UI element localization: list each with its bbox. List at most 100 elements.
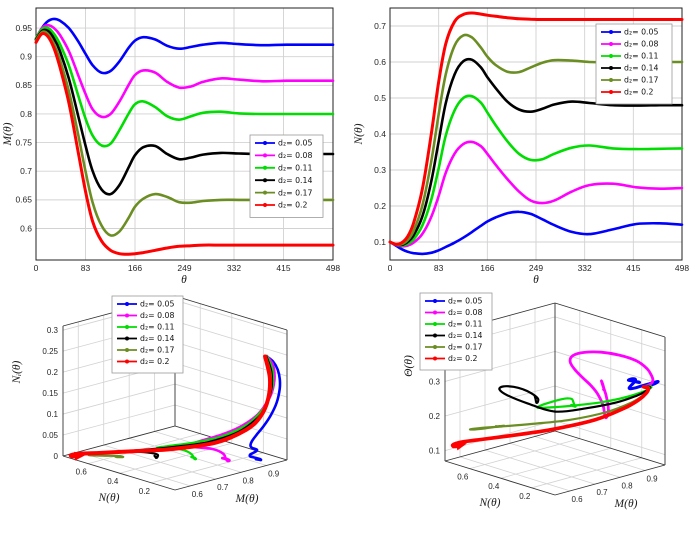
y-tick-label: 0.95 bbox=[15, 23, 32, 33]
series-line-d2-0.11 bbox=[34, 26, 335, 148]
x-axis-label: M(θ) bbox=[614, 498, 638, 510]
y-tick-label: 0.3 bbox=[374, 165, 386, 175]
series-line-d2-0.05 bbox=[388, 210, 684, 256]
z-axis-label: Nᵢ(θ) bbox=[11, 360, 23, 384]
legend-marker-d2-0.08 bbox=[609, 42, 613, 46]
y-axis-label: M(θ) bbox=[2, 122, 14, 146]
series3d-line-d2-0.08 bbox=[568, 350, 655, 420]
legend-marker-d2-0.14 bbox=[263, 178, 267, 183]
z-axis-label: Θ(θ) bbox=[403, 355, 415, 377]
series-line-d2-0.2 bbox=[34, 31, 335, 256]
legend-marker-d2-0.14 bbox=[125, 336, 129, 341]
x-tick-label: 0 bbox=[388, 263, 393, 273]
y-tick-label: 0.85 bbox=[15, 80, 32, 90]
legend-label-d2-0.11: d₂= 0.11 bbox=[448, 320, 482, 329]
y-tick-label: 0.7 bbox=[20, 166, 32, 176]
legend-marker-d2-0.05 bbox=[263, 141, 267, 145]
x-tick-label: 83 bbox=[81, 263, 91, 273]
y-axis-label: N(θ) bbox=[98, 492, 120, 504]
z-tick-label: 0.05 bbox=[42, 431, 58, 440]
legend-marker-d2-0.17 bbox=[125, 348, 129, 352]
x-tick-label: 249 bbox=[177, 263, 191, 273]
legend-marker-d2-0.17 bbox=[263, 190, 267, 195]
legend-label-d2-0.2: d₂= 0.2 bbox=[448, 354, 478, 363]
series3d-line-d2-0.05 bbox=[248, 354, 282, 462]
x-axis-label: θ bbox=[181, 274, 187, 286]
legend-label-d2-0.08: d₂= 0.08 bbox=[448, 308, 482, 317]
y-tick-label: 0.9 bbox=[20, 51, 32, 61]
y-tick-label: 0.5 bbox=[374, 93, 386, 103]
legend-label-d2-0.08: d₂= 0.08 bbox=[278, 151, 312, 160]
y-tick-label: 0.75 bbox=[15, 137, 32, 147]
direction-arrow-d2-0.2 bbox=[455, 441, 468, 451]
legend-marker-d2-0.08 bbox=[263, 153, 267, 158]
legend-box bbox=[595, 23, 673, 105]
legend-marker-d2-0.05 bbox=[125, 302, 129, 306]
axis-edge bbox=[174, 459, 288, 491]
x-tick-label: 249 bbox=[529, 263, 543, 273]
z-tick-label: 0.1 bbox=[429, 447, 441, 456]
x-axis-label: θ bbox=[533, 274, 539, 286]
legend-box bbox=[249, 134, 324, 218]
axis-edge bbox=[174, 425, 288, 461]
z-tick-label: 0.15 bbox=[42, 389, 58, 398]
legend-label-d2-0.11: d₂= 0.11 bbox=[278, 164, 312, 173]
y-tick-label: 0.7 bbox=[374, 21, 386, 31]
legend-marker-d2-0.14 bbox=[609, 66, 613, 70]
y-tick-label: 0.4 bbox=[107, 477, 119, 486]
x-tick-label: 0.7 bbox=[596, 488, 608, 497]
axis-edge bbox=[444, 460, 556, 496]
y-tick-label: 0.2 bbox=[374, 201, 386, 211]
legend-label-d2-0.05: d₂= 0.05 bbox=[140, 300, 174, 309]
legend-marker-d2-0.08 bbox=[125, 313, 129, 318]
axis-edge bbox=[174, 295, 288, 331]
legend-label-d2-0.08: d₂= 0.08 bbox=[624, 40, 658, 49]
series-line-d2-0.2 bbox=[388, 11, 684, 246]
series-line-d2-0.17 bbox=[388, 33, 684, 247]
axis-edge bbox=[554, 464, 666, 496]
y-tick-label: 0.1 bbox=[374, 237, 386, 247]
x-tick-label: 0.6 bbox=[571, 495, 583, 504]
z-tick-label: 0.1 bbox=[47, 410, 59, 419]
subplot-M-vs-theta: 0 83 166 249 332 415 498 0.6 0.65 0.7 0.75 0.8 0.85 0… bbox=[2, 7, 340, 286]
legend-label-d2-0.14: d₂= 0.14 bbox=[624, 64, 658, 73]
series-line-d2-0.05 bbox=[34, 17, 335, 75]
y-tick-label: 0.4 bbox=[374, 129, 386, 139]
axis-edge bbox=[444, 430, 556, 462]
z-tick-label: 0.25 bbox=[42, 347, 58, 356]
series3d-line-d2-0.11 bbox=[536, 385, 653, 409]
axis-edge bbox=[62, 425, 176, 457]
legend-marker-d2-0.08 bbox=[433, 310, 437, 315]
axes-box bbox=[35, 7, 334, 261]
y-tick-label: 0.6 bbox=[457, 473, 469, 482]
legend-label-d2-0.05: d₂= 0.05 bbox=[448, 297, 482, 306]
direction-arrow-d2-0.2 bbox=[74, 451, 86, 461]
legend-label-d2-0.14: d₂= 0.14 bbox=[448, 331, 482, 340]
x-tick-label: 0.7 bbox=[217, 483, 229, 492]
x-tick-label: 415 bbox=[626, 263, 640, 273]
x-tick-label: 166 bbox=[480, 263, 494, 273]
y-tick-label: 0.6 bbox=[374, 57, 386, 67]
legend-label-d2-0.17: d₂= 0.17 bbox=[624, 76, 658, 85]
z-tick-label: 0.3 bbox=[47, 326, 59, 335]
legend-label-d2-0.17: d₂= 0.17 bbox=[140, 346, 174, 355]
axes-box bbox=[389, 7, 683, 261]
series-line-d2-0.08 bbox=[34, 23, 335, 119]
x-tick-label: 498 bbox=[326, 263, 340, 273]
subplot-phase3d-right: 0.60.70.80.90.20.40.60.10.20.30.4M(θ)N(θ… bbox=[403, 292, 666, 510]
legend-label-d2-0.2: d₂= 0.2 bbox=[624, 88, 654, 97]
x-tick-label: 498 bbox=[675, 263, 689, 273]
legend-marker-d2-0.11 bbox=[125, 325, 129, 329]
series3d-line-d2-0.05 bbox=[626, 377, 660, 391]
legend-marker-d2-0.11 bbox=[263, 165, 267, 170]
x-tick-label: 0.8 bbox=[243, 476, 255, 485]
y-tick-label: 0.2 bbox=[139, 487, 151, 496]
y-axis-label: N(θ) bbox=[353, 123, 365, 145]
x-tick-label: 332 bbox=[227, 263, 241, 273]
legend-marker-d2-0.05 bbox=[609, 30, 613, 34]
legend-marker-d2-0.2 bbox=[263, 203, 267, 207]
y-tick-label: 0.8 bbox=[20, 109, 32, 119]
legend-label-d2-0.17: d₂= 0.17 bbox=[278, 188, 312, 197]
legend-marker-d2-0.14 bbox=[433, 333, 437, 338]
